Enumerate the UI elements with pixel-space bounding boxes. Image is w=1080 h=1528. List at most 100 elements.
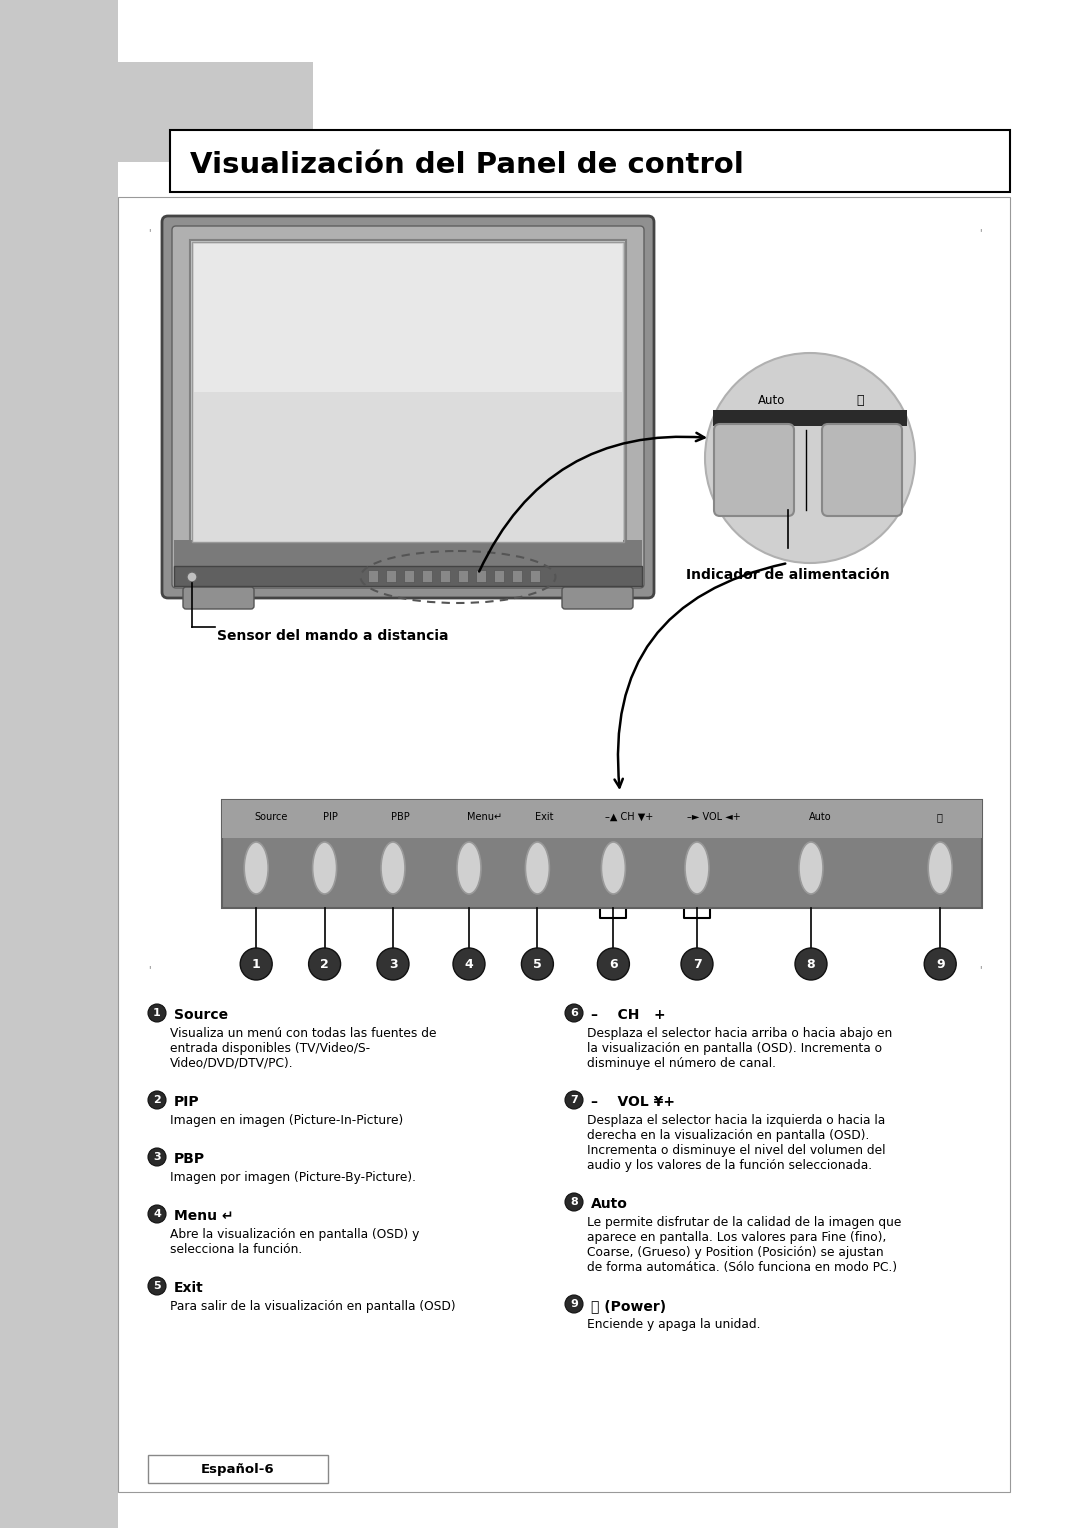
- Text: 9: 9: [570, 1299, 578, 1309]
- FancyBboxPatch shape: [174, 539, 642, 570]
- Text: Indicador de alimentación: Indicador de alimentación: [686, 568, 890, 582]
- Text: 1: 1: [153, 1008, 161, 1018]
- Text: Menu↵: Menu↵: [467, 811, 502, 822]
- Text: Visualiza un menú con todas las fuentes de: Visualiza un menú con todas las fuentes …: [170, 1027, 436, 1041]
- Text: 7: 7: [692, 958, 701, 970]
- Circle shape: [240, 947, 272, 979]
- FancyBboxPatch shape: [386, 570, 396, 582]
- Text: 1: 1: [252, 958, 260, 970]
- FancyBboxPatch shape: [172, 226, 644, 588]
- FancyBboxPatch shape: [194, 244, 622, 393]
- Text: Source: Source: [174, 1008, 228, 1022]
- Text: 8: 8: [570, 1196, 578, 1207]
- FancyBboxPatch shape: [713, 410, 907, 426]
- FancyBboxPatch shape: [714, 423, 794, 516]
- Text: Menu ↵: Menu ↵: [174, 1209, 233, 1222]
- Text: Coarse, (Grueso) y Position (Posición) se ajustan: Coarse, (Grueso) y Position (Posición) s…: [588, 1245, 883, 1259]
- Text: ': ': [148, 966, 150, 975]
- Text: 5: 5: [153, 1280, 161, 1291]
- Text: 7: 7: [570, 1096, 578, 1105]
- FancyBboxPatch shape: [458, 570, 468, 582]
- FancyBboxPatch shape: [440, 570, 450, 582]
- Text: Para salir de la visualización en pantalla (OSD): Para salir de la visualización en pantal…: [170, 1300, 456, 1313]
- Text: Auto: Auto: [809, 811, 832, 822]
- Circle shape: [924, 947, 956, 979]
- Text: aparece en pantalla. Los valores para Fine (fino),: aparece en pantalla. Los valores para Fi…: [588, 1232, 887, 1244]
- Text: 8: 8: [807, 958, 815, 970]
- Text: PIP: PIP: [174, 1096, 200, 1109]
- Text: –    CH   +: – CH +: [591, 1008, 665, 1022]
- FancyBboxPatch shape: [183, 587, 254, 610]
- Ellipse shape: [928, 842, 953, 894]
- Text: Desplaza el selector hacia la izquierda o hacia la: Desplaza el selector hacia la izquierda …: [588, 1114, 886, 1128]
- FancyBboxPatch shape: [530, 570, 540, 582]
- FancyBboxPatch shape: [174, 565, 642, 587]
- Circle shape: [148, 1148, 166, 1166]
- FancyBboxPatch shape: [222, 801, 982, 837]
- Text: 2: 2: [321, 958, 329, 970]
- Circle shape: [148, 1277, 166, 1296]
- Circle shape: [522, 947, 553, 979]
- Ellipse shape: [685, 842, 708, 894]
- Text: de forma automática. (Sólo funciona en modo PC.): de forma automática. (Sólo funciona en m…: [588, 1261, 897, 1274]
- Text: Exit: Exit: [536, 811, 554, 822]
- Text: 5: 5: [534, 958, 542, 970]
- Text: Visualización del Panel de control: Visualización del Panel de control: [190, 151, 744, 179]
- Text: Español-6: Español-6: [201, 1462, 274, 1476]
- Text: PIP: PIP: [323, 811, 337, 822]
- Text: PBP: PBP: [391, 811, 409, 822]
- Text: ⏻: ⏻: [936, 811, 942, 822]
- Circle shape: [565, 1296, 583, 1313]
- Text: ': ': [980, 966, 982, 975]
- Text: audio y los valores de la función seleccionada.: audio y los valores de la función selecc…: [588, 1160, 873, 1172]
- FancyBboxPatch shape: [368, 570, 378, 582]
- Text: 4: 4: [464, 958, 473, 970]
- Text: Le permite disfrutar de la calidad de la imagen que: Le permite disfrutar de la calidad de la…: [588, 1216, 902, 1229]
- Circle shape: [148, 1206, 166, 1222]
- FancyBboxPatch shape: [118, 63, 313, 162]
- Text: Sensor del mando a distancia: Sensor del mando a distancia: [217, 630, 448, 643]
- FancyBboxPatch shape: [422, 570, 432, 582]
- Text: la visualización en pantalla (OSD). Incrementa o: la visualización en pantalla (OSD). Incr…: [588, 1042, 882, 1054]
- Circle shape: [565, 1091, 583, 1109]
- FancyBboxPatch shape: [404, 570, 414, 582]
- Text: 3: 3: [389, 958, 397, 970]
- Text: PBP: PBP: [174, 1152, 205, 1166]
- Text: Auto: Auto: [758, 394, 785, 406]
- Ellipse shape: [457, 842, 481, 894]
- FancyBboxPatch shape: [494, 570, 504, 582]
- Ellipse shape: [799, 842, 823, 894]
- Ellipse shape: [312, 842, 337, 894]
- Text: ⏻: ⏻: [856, 394, 864, 406]
- Text: –    VOL ¥+: – VOL ¥+: [591, 1096, 675, 1109]
- FancyBboxPatch shape: [476, 570, 486, 582]
- Circle shape: [565, 1193, 583, 1212]
- Circle shape: [148, 1004, 166, 1022]
- Circle shape: [187, 571, 197, 582]
- FancyBboxPatch shape: [193, 243, 623, 542]
- Text: Imagen por imagen (Picture-By-Picture).: Imagen por imagen (Picture-By-Picture).: [170, 1170, 416, 1184]
- Text: Auto: Auto: [591, 1196, 627, 1212]
- Text: 4: 4: [153, 1209, 161, 1219]
- Text: ': ': [148, 228, 150, 238]
- Text: 6: 6: [609, 958, 618, 970]
- Circle shape: [681, 947, 713, 979]
- Ellipse shape: [244, 842, 268, 894]
- Text: ': ': [980, 228, 982, 238]
- Text: Video/DVD/DTV/PC).: Video/DVD/DTV/PC).: [170, 1057, 294, 1070]
- Text: entrada disponibles (TV/Video/S-: entrada disponibles (TV/Video/S-: [170, 1042, 370, 1054]
- FancyBboxPatch shape: [162, 215, 654, 597]
- Text: Abre la visualización en pantalla (OSD) y: Abre la visualización en pantalla (OSD) …: [170, 1229, 419, 1241]
- Circle shape: [453, 947, 485, 979]
- Circle shape: [705, 353, 915, 562]
- Text: 6: 6: [570, 1008, 578, 1018]
- Circle shape: [309, 947, 340, 979]
- Text: Imagen en imagen (Picture-In-Picture): Imagen en imagen (Picture-In-Picture): [170, 1114, 403, 1128]
- Circle shape: [597, 947, 630, 979]
- FancyBboxPatch shape: [190, 240, 626, 545]
- Text: ⏻ (Power): ⏻ (Power): [591, 1299, 666, 1313]
- FancyBboxPatch shape: [222, 801, 982, 908]
- Ellipse shape: [602, 842, 625, 894]
- FancyBboxPatch shape: [822, 423, 902, 516]
- Circle shape: [795, 947, 827, 979]
